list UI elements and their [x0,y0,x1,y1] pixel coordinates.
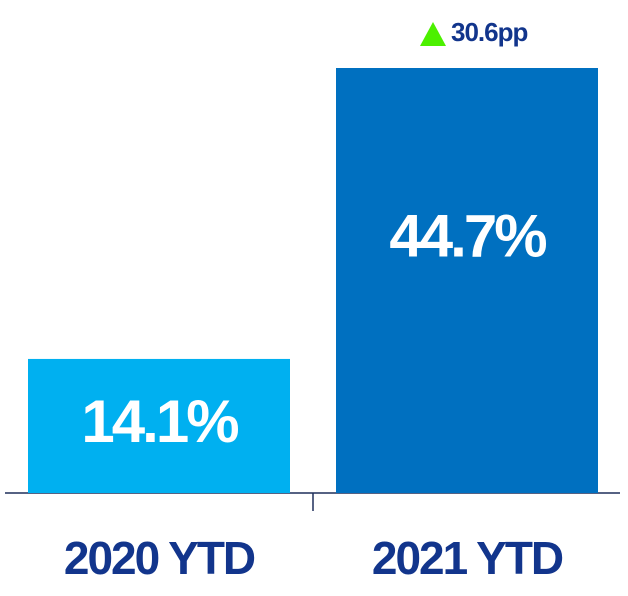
bar [336,68,598,493]
change-arrow [420,22,446,46]
x-tick-label: 2020 YTD [64,532,255,584]
bar [28,358,290,493]
x-tick-label: 2021 YTD [372,532,563,584]
change-annotation: 30.6pp [451,17,527,47]
value-label: 14.1% [81,388,238,455]
value-label: 44.7% [389,202,546,269]
